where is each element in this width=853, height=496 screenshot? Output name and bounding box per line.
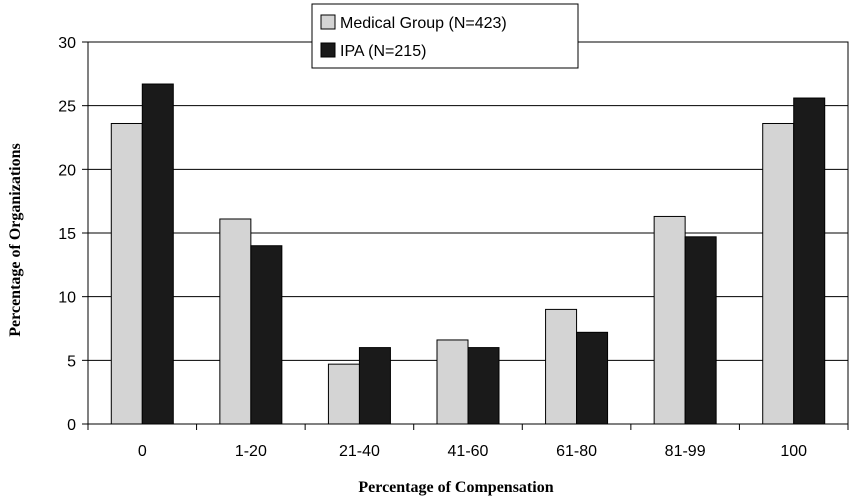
legend-box (311, 3, 579, 69)
bar-series-1-21-40 (327, 363, 360, 425)
legend: Medical Group (N=423) IPA (N=215) (311, 3, 579, 69)
y-tick-label: 15 (58, 226, 76, 243)
bars (110, 83, 826, 425)
bar-series-2-41-60 (467, 347, 500, 425)
bar-series-1-0 (110, 122, 143, 425)
bar-series-2-61-80 (576, 331, 609, 425)
bar-series-1-61-80 (545, 308, 578, 425)
x-tick-label: 100 (780, 443, 807, 460)
bar-series-2-1-20 (250, 245, 283, 425)
y-tick-label: 20 (58, 162, 76, 179)
bar-series-2-0 (141, 83, 174, 425)
x-tick-label: 81-99 (665, 443, 706, 460)
x-axis-title: Percentage of Compensation (358, 479, 553, 496)
bar-series-2-81-99 (684, 236, 717, 425)
y-tick-label: 5 (67, 353, 76, 370)
y-tick-label: 0 (67, 417, 76, 434)
bar-series-2-21-40 (358, 347, 391, 425)
legend-label-1: Medical Group (N=423) (340, 15, 507, 32)
legend-swatch-1 (320, 14, 336, 30)
legend-label-2: IPA (N=215) (340, 43, 426, 60)
bar-series-1-41-60 (436, 339, 469, 425)
x-tick-label: 0 (138, 443, 147, 460)
x-tick-labels: 0 1-20 21-40 41-60 61-80 81-99 100 (138, 443, 807, 460)
bar-series-2-100 (793, 97, 826, 425)
y-tick-label: 30 (58, 35, 76, 52)
y-tick-labels: 0 5 10 15 20 25 30 (58, 35, 76, 434)
bar-series-1-81-99 (653, 215, 686, 425)
legend-swatch-2 (320, 42, 336, 58)
bar-series-1-100 (762, 122, 795, 425)
y-tick-label: 10 (58, 290, 76, 307)
x-tick-label: 21-40 (339, 443, 380, 460)
x-tick-label: 1-20 (235, 443, 267, 460)
y-tick-label: 25 (58, 99, 76, 116)
x-tick-label: 61-80 (556, 443, 597, 460)
bar-series-1-1-20 (219, 218, 252, 425)
x-tick-label: 41-60 (448, 443, 489, 460)
gridlines (88, 41, 848, 361)
y-axis-title: Percentage of Organizations (7, 143, 24, 336)
